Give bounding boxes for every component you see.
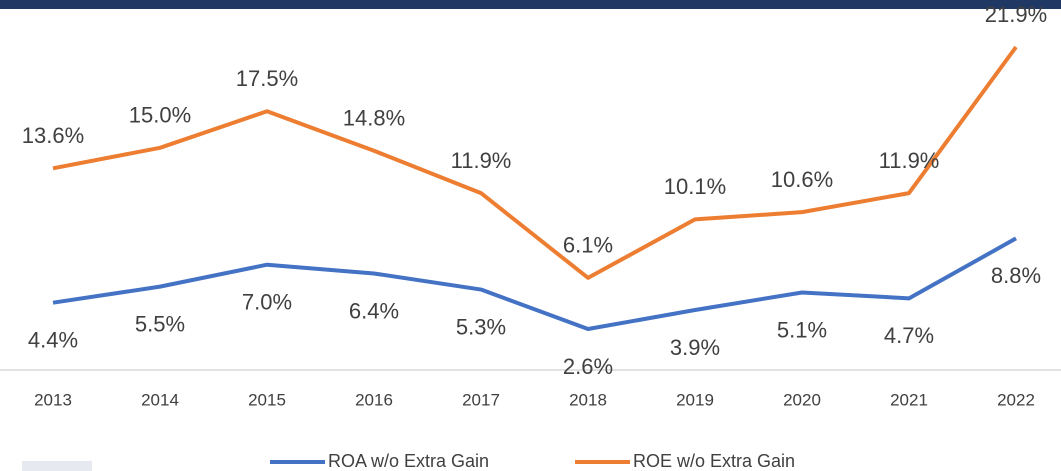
data-label: 10.6% [771, 167, 833, 192]
data-label: 17.5% [236, 66, 298, 91]
x-tick-label: 2019 [676, 390, 714, 409]
x-tick-label: 2022 [997, 390, 1035, 409]
data-label: 4.7% [884, 323, 934, 348]
data-label: 5.1% [777, 317, 827, 342]
data-label: 21.9% [985, 2, 1047, 27]
x-tick-label: 2013 [34, 390, 72, 409]
data-label: 5.3% [456, 314, 506, 339]
data-label: 10.1% [664, 174, 726, 199]
data-label: 4.4% [28, 328, 78, 353]
x-tick-label: 2021 [890, 390, 928, 409]
legend-label: ROA w/o Extra Gain [328, 451, 489, 471]
data-label: 11.9% [451, 148, 512, 173]
line-series [52, 45, 1018, 280]
data-label: 7.0% [242, 290, 292, 315]
x-tick-label: 2017 [462, 390, 500, 409]
logo [22, 461, 92, 471]
x-tick-label: 2015 [248, 390, 286, 409]
header-bar [0, 0, 1061, 9]
data-label: 6.1% [563, 233, 613, 258]
data-label: 5.5% [135, 311, 185, 336]
legend-label: ROE w/o Extra Gain [633, 451, 795, 471]
x-tick-label: 2014 [141, 390, 179, 409]
data-label: 2.6% [563, 354, 613, 379]
data-label: 14.8% [343, 106, 405, 131]
data-label: 15.0% [129, 103, 191, 128]
data-label: 13.6% [22, 123, 84, 148]
x-tick-label: 2020 [783, 390, 821, 409]
line-series [52, 236, 1017, 332]
data-label: 8.8% [991, 263, 1041, 288]
data-label: 6.4% [349, 298, 399, 323]
x-tick-label: 2016 [355, 390, 393, 409]
x-tick-label: 2018 [569, 390, 607, 409]
data-label: 11.9% [879, 148, 940, 173]
data-label: 3.9% [670, 335, 720, 360]
